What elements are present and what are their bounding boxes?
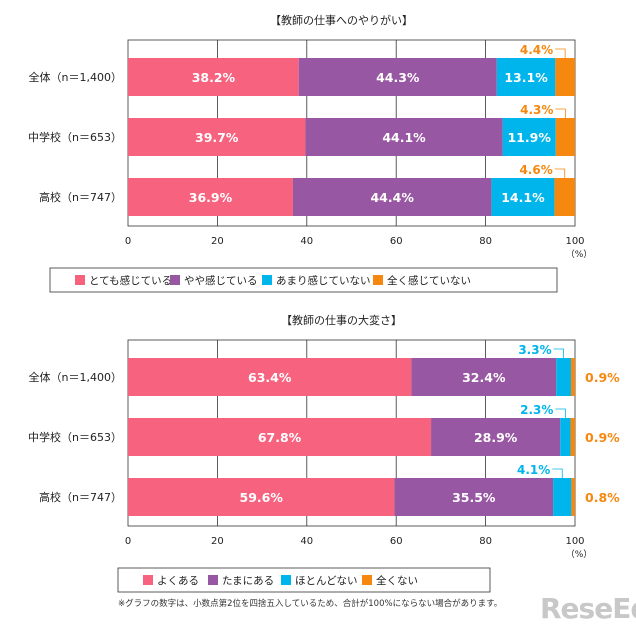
data-label: 44.4%	[370, 190, 414, 205]
data-label: 4.1%	[517, 463, 550, 477]
legend-label: 全くない	[376, 574, 418, 587]
data-label: 32.4%	[462, 370, 506, 385]
x-tick-label: 100	[565, 536, 584, 547]
data-label: 3.3%	[518, 343, 551, 357]
data-label: 44.3%	[376, 70, 420, 85]
data-label: 13.1%	[504, 70, 548, 85]
data-label: 0.8%	[585, 490, 620, 505]
legend-box	[49, 267, 558, 293]
bar-segment	[570, 358, 575, 396]
data-label: 28.9%	[474, 430, 518, 445]
x-tick-label: 80	[479, 236, 492, 247]
x-tick-label: 20	[211, 236, 224, 247]
category-label: 高校（n＝747）	[39, 490, 122, 504]
data-label: 0.9%	[585, 430, 620, 445]
bar-segment	[128, 478, 395, 516]
x-tick-label: 0	[125, 536, 131, 547]
bar-segment	[128, 178, 293, 216]
logo: ReseEd	[540, 592, 636, 625]
legend-swatch	[75, 275, 85, 285]
bar-segment	[128, 58, 299, 96]
bar-segment	[553, 478, 572, 516]
legend-swatch	[373, 275, 383, 285]
legend-box	[117, 567, 491, 593]
legend-label: やや感じている	[184, 274, 258, 287]
legend-swatch	[362, 575, 372, 585]
x-unit-label: （%）	[566, 249, 593, 260]
bar-segment	[305, 118, 503, 156]
category-label: 全体（n＝1,400）	[29, 70, 122, 84]
x-tick-label: 0	[125, 236, 131, 247]
legend-label: 全く感じていない	[387, 274, 471, 287]
leader-line	[555, 408, 566, 418]
legend-label: たまにある	[222, 575, 274, 587]
leader-line	[555, 108, 566, 118]
x-tick-label: 100	[565, 236, 584, 247]
bar-segment	[555, 118, 575, 156]
data-label: 39.7%	[195, 130, 239, 145]
data-label: 36.9%	[189, 190, 233, 205]
data-label: 4.4%	[520, 43, 553, 57]
legend-swatch	[143, 575, 153, 585]
data-label: 63.4%	[248, 370, 292, 385]
legend-swatch	[170, 275, 180, 285]
data-label: 2.3%	[520, 403, 553, 417]
chart-title: 【教師の仕事へのやりがい】	[270, 13, 413, 27]
data-label: 0.9%	[585, 370, 620, 385]
bar-segment	[570, 418, 575, 456]
legend-swatch	[281, 575, 291, 585]
legend-label: とても感じている	[89, 274, 172, 287]
bar-segment	[128, 358, 412, 396]
legend-label: ほとんどない	[295, 575, 357, 587]
legend-swatch	[208, 575, 218, 585]
bar-segment	[491, 178, 555, 216]
bar-segment	[554, 178, 575, 216]
x-tick-label: 40	[300, 236, 313, 247]
x-tick-label: 80	[479, 536, 492, 547]
data-label: 35.5%	[452, 490, 496, 505]
bar-segment	[128, 418, 432, 456]
bar-segment	[571, 478, 575, 516]
bar-segment	[555, 58, 575, 96]
legend-swatch	[262, 275, 272, 285]
category-label: 全体（n＝1,400）	[29, 370, 122, 384]
x-tick-label: 60	[390, 536, 403, 547]
category-label: 高校（n＝747）	[39, 190, 122, 204]
leader-line	[552, 468, 563, 478]
x-tick-label: 60	[390, 236, 403, 247]
legend-label: よくある	[157, 575, 199, 587]
category-label: 中学校（n＝653）	[28, 430, 122, 444]
data-label: 44.1%	[382, 130, 426, 145]
category-label: 中学校（n＝653）	[28, 130, 122, 144]
x-tick-label: 40	[300, 536, 313, 547]
data-label: 4.6%	[519, 163, 552, 177]
bar-segment	[556, 358, 571, 396]
data-label: 38.2%	[192, 70, 236, 85]
legend-label: あまり感じていない	[276, 274, 371, 287]
data-label: 11.9%	[507, 130, 551, 145]
bar-segment	[411, 358, 557, 396]
bar-segment	[128, 118, 306, 156]
bar-segment	[298, 58, 497, 96]
bar-segment	[431, 418, 561, 456]
data-label: 67.8%	[258, 430, 302, 445]
bar-segment	[292, 178, 492, 216]
leader-line	[553, 348, 565, 358]
x-tick-label: 20	[211, 536, 224, 547]
x-unit-label: （%）	[566, 549, 593, 560]
bar-segment	[496, 58, 556, 96]
footnote: ※グラフの数字は、小数点第2位を四捨五入しているため、合計が100%にならない場…	[118, 599, 503, 609]
bar-segment	[502, 118, 556, 156]
leader-line	[554, 168, 566, 178]
bar-segment	[560, 418, 571, 456]
leader-line	[555, 48, 566, 58]
data-label: 4.3%	[520, 103, 553, 117]
data-label: 59.6%	[240, 490, 284, 505]
chart-title: 【教師の仕事の大変さ】	[281, 313, 402, 327]
bar-segment	[394, 478, 554, 516]
data-label: 14.1%	[501, 190, 545, 205]
